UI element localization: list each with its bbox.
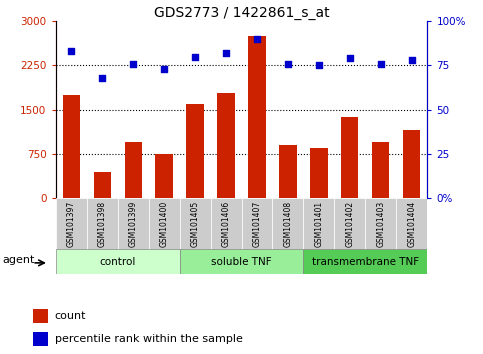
Title: GDS2773 / 1422861_s_at: GDS2773 / 1422861_s_at (154, 6, 329, 20)
Text: transmembrane TNF: transmembrane TNF (312, 257, 419, 267)
Bar (117, 198, 149, 250)
Text: GSM101401: GSM101401 (314, 201, 324, 247)
Point (222, 50, 230, 56)
Point (160, 66, 168, 72)
Bar (125, 142, 142, 198)
Point (67, 48, 75, 54)
Bar (272, 198, 303, 250)
Point (315, 63, 323, 68)
Bar (248, 36, 266, 198)
Text: count: count (55, 311, 86, 321)
Bar (217, 93, 235, 198)
Bar (303, 198, 334, 250)
Bar (311, 148, 327, 198)
Text: GSM101400: GSM101400 (159, 201, 169, 247)
Bar (56, 198, 86, 250)
Bar (242, 198, 272, 250)
Text: percentile rank within the sample: percentile rank within the sample (55, 334, 242, 344)
Text: agent: agent (3, 255, 35, 266)
Point (129, 61, 137, 67)
Text: GSM101408: GSM101408 (284, 201, 293, 247)
Point (98, 75, 106, 81)
Bar (186, 104, 203, 198)
Bar (366, 198, 397, 250)
Text: control: control (99, 257, 136, 267)
Bar (303, 249, 427, 274)
Point (408, 57, 416, 63)
Text: GSM101407: GSM101407 (253, 201, 261, 247)
Bar (156, 154, 172, 198)
Bar (94, 172, 111, 198)
Bar (397, 198, 427, 250)
Bar (341, 117, 358, 198)
Bar (33, 332, 48, 346)
Bar (33, 309, 48, 323)
Bar (403, 130, 421, 198)
Point (191, 54, 199, 59)
Text: GSM101406: GSM101406 (222, 201, 230, 247)
Bar (180, 249, 303, 274)
Bar (86, 198, 117, 250)
Text: soluble TNF: soluble TNF (211, 257, 272, 267)
Bar (56, 249, 180, 274)
Bar (334, 198, 366, 250)
Text: GSM101402: GSM101402 (345, 201, 355, 247)
Point (253, 36, 261, 42)
Text: GSM101398: GSM101398 (98, 201, 107, 247)
Text: GSM101397: GSM101397 (67, 201, 75, 247)
Bar (280, 145, 297, 198)
Bar (149, 198, 180, 250)
Bar (62, 95, 80, 198)
Bar (372, 142, 389, 198)
Text: GSM101405: GSM101405 (190, 201, 199, 247)
Text: GSM101404: GSM101404 (408, 201, 416, 247)
Point (377, 61, 385, 67)
Point (284, 61, 292, 67)
Point (346, 56, 354, 61)
Text: GSM101399: GSM101399 (128, 201, 138, 247)
Bar (211, 198, 242, 250)
Text: GSM101403: GSM101403 (376, 201, 385, 247)
Bar (180, 198, 211, 250)
